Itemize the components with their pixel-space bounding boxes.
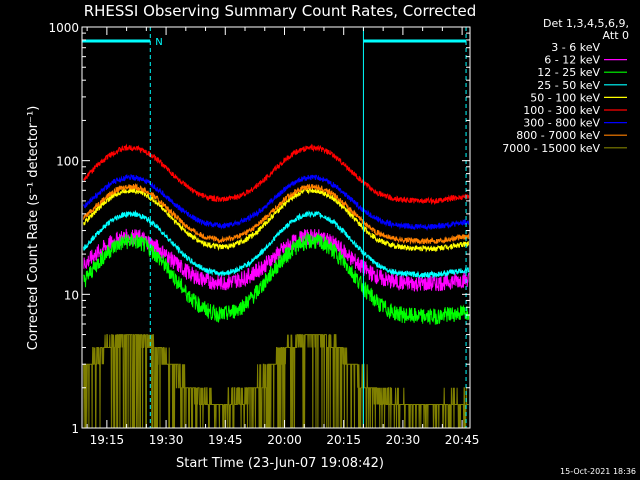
night-flag-label: N — [155, 37, 162, 48]
series-line-6 — [83, 143, 470, 206]
generation-timestamp: 15-Oct-2021 18:36 — [560, 467, 636, 476]
series-line-9 — [83, 334, 469, 429]
legend-entry-label: 3 - 6 keV — [551, 41, 600, 54]
x-axis-label: Start Time (23-Jun-07 19:08:42) — [176, 456, 384, 471]
legend-entry-label: 300 - 800 keV — [523, 117, 600, 130]
chart-title: RHESSI Observing Summary Count Rates, Co… — [84, 2, 477, 20]
series-line-1 — [83, 259, 470, 361]
series-line-3 — [83, 232, 470, 325]
x-tick-label: 20:00 — [267, 433, 302, 447]
x-tick-label: 19:45 — [208, 433, 243, 447]
legend-entry-label: 100 - 300 keV — [523, 104, 600, 117]
plot-frame — [81, 26, 471, 429]
x-tick-label: 20:30 — [386, 433, 421, 447]
legend-entry-label: 12 - 25 keV — [537, 66, 600, 79]
y-tick-label: 10 — [64, 288, 79, 302]
legend-entry-label: 7000 - 15000 keV — [502, 142, 600, 155]
y-axis-label: Corrected Count Rate (s⁻¹ detector⁻¹) — [26, 106, 41, 351]
legend-header-line-2: Att 0 — [603, 29, 629, 42]
series-line-8 — [83, 182, 470, 245]
series-line-4 — [83, 209, 470, 280]
legend-entry-label: 800 - 7000 keV — [516, 129, 600, 142]
series-line-7 — [83, 173, 470, 232]
y-tick-label: 1000 — [48, 21, 79, 35]
x-tick-label: 19:15 — [90, 433, 125, 447]
x-tick-label: 20:15 — [326, 433, 361, 447]
x-tick-label: 20:45 — [445, 433, 480, 447]
legend-entry-label: 6 - 12 keV — [544, 54, 600, 67]
y-tick-label: 100 — [56, 155, 79, 169]
legend-entry-label: 25 - 50 keV — [537, 79, 600, 92]
y-tick-label: 1 — [71, 422, 79, 436]
x-tick-label: 19:30 — [149, 433, 184, 447]
legend-entry-label: 50 - 100 keV — [530, 91, 600, 104]
legend-header-line-1: Det 1,3,4,5,6,9, — [543, 17, 629, 30]
